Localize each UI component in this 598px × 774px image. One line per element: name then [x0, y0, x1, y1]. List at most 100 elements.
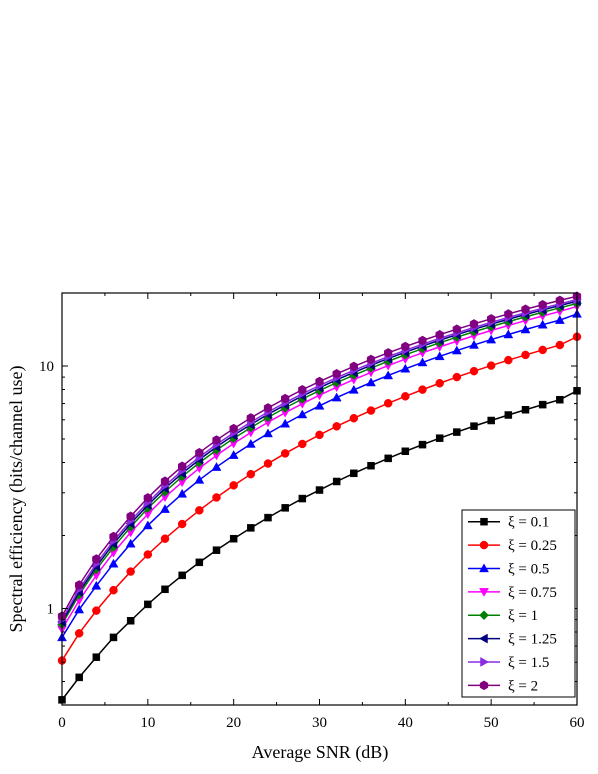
x-tick-label: 40 [398, 715, 413, 731]
data-point [212, 493, 221, 502]
data-point [92, 554, 101, 564]
data-point [246, 413, 255, 423]
data-point [556, 395, 564, 404]
data-point [350, 469, 358, 478]
data-point [229, 481, 238, 490]
data-point [109, 585, 118, 595]
data-point [228, 450, 239, 459]
data-point [109, 531, 118, 542]
data-point [281, 504, 289, 512]
data-point [331, 392, 342, 402]
series-2 [57, 332, 582, 665]
data-point [160, 476, 170, 486]
y-tick-label: 1 [47, 601, 55, 617]
data-point [538, 400, 547, 409]
data-point [366, 354, 376, 365]
data-point [554, 315, 565, 324]
data-point [212, 546, 221, 554]
data-point [384, 348, 393, 358]
data-point [367, 461, 375, 470]
data-point [263, 459, 273, 468]
data-point [143, 550, 153, 559]
legend: ξ = 0.1 ξ = 0.25 ξ = 0.5 ξ = 0.75 ξ = 1 ξ = 1… [461, 509, 576, 698]
data-point [212, 435, 221, 445]
legend-item: ξ = 0.25 [468, 538, 557, 554]
data-point [332, 422, 341, 431]
plot-area [56, 291, 583, 704]
data-point [452, 324, 461, 335]
data-point [521, 304, 530, 315]
legend-item: ξ = 0.1 [468, 515, 549, 531]
data-point [479, 588, 489, 597]
legend-label: ξ = 1 [508, 608, 538, 624]
data-point [246, 469, 256, 479]
data-point [538, 299, 547, 310]
x-tick-label: 0 [58, 715, 66, 731]
data-point [383, 399, 393, 408]
data-point [434, 351, 445, 361]
data-point [160, 504, 170, 513]
data-point [280, 449, 290, 458]
x-axis-title: Average SNR (dB) [252, 742, 389, 763]
data-point [418, 335, 427, 346]
data-point [126, 617, 135, 625]
axes: 0 10 20 30 40 50 60 1 10 [39, 292, 585, 731]
data-point [452, 372, 462, 382]
data-point [366, 406, 376, 415]
data-point [417, 357, 428, 367]
series-1 [58, 387, 581, 704]
legend-item: ξ = 1 [468, 608, 538, 624]
data-point [108, 558, 119, 568]
data-point [348, 384, 359, 394]
data-point [349, 361, 358, 372]
data-point [486, 334, 497, 344]
data-point [555, 295, 564, 306]
data-point [520, 324, 531, 334]
data-point [264, 513, 272, 522]
data-point [281, 393, 290, 404]
data-point [298, 439, 307, 449]
data-point [160, 534, 170, 543]
legend-label: ξ = 0.1 [508, 515, 549, 531]
legend-label: ξ = 1.5 [508, 655, 549, 671]
data-point [315, 430, 324, 440]
data-point [479, 563, 489, 573]
legend-item: ξ = 1.25 [468, 632, 557, 648]
data-point [401, 447, 410, 456]
data-point [126, 567, 135, 576]
data-point [178, 461, 187, 472]
data-point [453, 428, 461, 436]
data-point [486, 361, 496, 370]
data-point [298, 494, 307, 503]
data-point [487, 416, 495, 425]
data-point [194, 474, 205, 484]
legend-label: ξ = 1.25 [508, 632, 557, 648]
legend-item: ξ = 1.5 [468, 655, 549, 671]
data-point [314, 400, 325, 410]
data-point [521, 350, 530, 360]
legend-item: ξ = 2 [468, 678, 538, 694]
data-point [479, 540, 489, 550]
data-point [280, 418, 291, 428]
data-point [435, 434, 444, 442]
data-point [298, 384, 307, 395]
x-tick-label: 30 [312, 715, 327, 731]
data-point [74, 604, 85, 614]
data-point [504, 411, 513, 419]
data-point [504, 355, 513, 365]
data-point [435, 329, 444, 340]
x-tick-label: 60 [570, 715, 585, 731]
data-point [401, 341, 410, 352]
x-tick-label: 50 [484, 715, 499, 731]
data-point [177, 488, 188, 498]
data-point [211, 462, 222, 471]
data-point [383, 370, 394, 380]
data-point [537, 319, 548, 329]
data-point [229, 534, 238, 543]
data-point [469, 339, 479, 349]
data-point [75, 580, 84, 590]
data-point [418, 440, 427, 449]
data-point [126, 511, 135, 522]
data-point [143, 493, 152, 503]
